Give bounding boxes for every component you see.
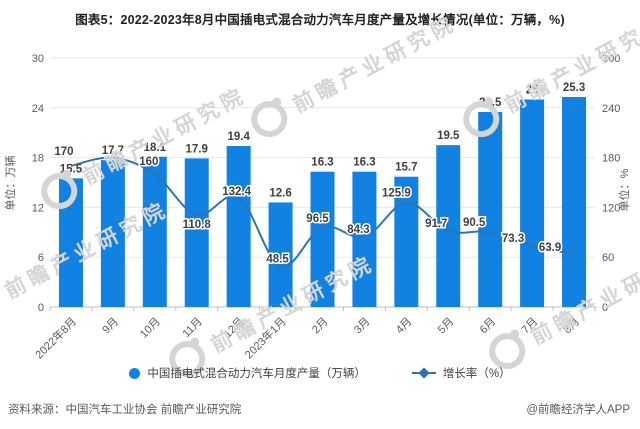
svg-text:4月: 4月	[394, 316, 415, 337]
svg-text:48.5: 48.5	[266, 254, 289, 266]
svg-text:12月: 12月	[222, 316, 247, 341]
bar-9月	[100, 160, 125, 307]
svg-text:9月: 9月	[100, 316, 121, 337]
line-diamond-icon	[411, 367, 436, 379]
svg-text:5月: 5月	[436, 316, 457, 337]
legend: 中国插电式混合动力汽车月度产量（万辆） 增长率（%）	[0, 365, 640, 381]
bar-7月	[520, 99, 545, 307]
bar-10月	[142, 156, 167, 307]
svg-text:132.4: 132.4	[222, 186, 251, 198]
svg-text:0: 0	[38, 302, 44, 314]
svg-text:125.9: 125.9	[382, 188, 411, 200]
svg-text:160: 160	[139, 156, 158, 168]
svg-text:6: 6	[38, 252, 44, 264]
svg-text:73.3: 73.3	[502, 233, 524, 245]
svg-text:170: 170	[54, 146, 73, 158]
svg-text:180: 180	[602, 153, 620, 165]
bar-6月	[478, 111, 503, 307]
svg-text:300: 300	[602, 53, 620, 65]
svg-text:23.5: 23.5	[479, 97, 502, 109]
line-labels: 170 160 110.8 132.4 48.5 96.5 84.3 125.9 91.7 90.…	[53, 144, 563, 267]
footer: 资料来源：中国汽车工业协会 前瞻产业研究院 @前瞻经济学人APP	[8, 401, 630, 417]
svg-text:2月: 2月	[310, 316, 331, 337]
page-title: 图表5：2022-2023年8月中国插电式混合动力汽车月度产量及增长情况(单位：…	[75, 13, 565, 27]
svg-text:8月: 8月	[562, 316, 583, 337]
legend-production-label: 中国插电式混合动力汽车月度产量（万辆）	[147, 368, 366, 380]
bar-2月	[310, 171, 335, 307]
svg-text:15.7: 15.7	[395, 162, 417, 174]
footer-credit: @前瞻经济学人APP	[526, 404, 630, 416]
bar-4月	[394, 176, 419, 307]
bar-series-dot-icon	[129, 367, 141, 379]
svg-text:2022年8月: 2022年8月	[32, 314, 79, 361]
svg-text:96.5: 96.5	[306, 213, 329, 225]
svg-text:16.3: 16.3	[353, 157, 375, 169]
svg-text:7月: 7月	[520, 316, 541, 337]
production-bars	[58, 97, 587, 307]
svg-text:110.8: 110.8	[183, 219, 212, 231]
svg-text:19.4: 19.4	[227, 131, 250, 143]
svg-text:63.9: 63.9	[539, 242, 561, 254]
svg-text:84.3: 84.3	[347, 224, 369, 236]
bar-11月	[184, 158, 209, 307]
svg-text:16.3: 16.3	[311, 157, 333, 169]
svg-text:6月: 6月	[478, 316, 499, 337]
bar-8月	[562, 97, 587, 307]
svg-text:18: 18	[32, 153, 44, 165]
svg-text:120: 120	[602, 202, 620, 214]
svg-text:24: 24	[32, 103, 44, 115]
bar-12月	[226, 145, 251, 307]
svg-text:18.1: 18.1	[144, 142, 167, 154]
svg-text:30: 30	[32, 53, 44, 65]
svg-text:25: 25	[526, 85, 539, 97]
bar-3月	[352, 171, 377, 307]
svg-text:60: 60	[602, 252, 614, 264]
footer-source: 资料来源：中国汽车工业协会 前瞻产业研究院	[8, 404, 242, 416]
legend-item-production: 中国插电式混合动力汽车月度产量（万辆）	[129, 365, 366, 381]
bar-2022年8月	[58, 178, 83, 307]
right-axis-title: 单位：%	[617, 168, 631, 211]
growth-line	[70, 156, 575, 268]
svg-text:10月: 10月	[138, 316, 163, 341]
svg-text:0: 0	[602, 302, 608, 314]
svg-text:11月: 11月	[181, 316, 205, 340]
svg-text:90.5: 90.5	[463, 217, 486, 229]
svg-text:17.9: 17.9	[186, 143, 208, 155]
svg-text:240: 240	[602, 103, 620, 115]
x-axis	[49, 306, 597, 311]
svg-text:12: 12	[32, 202, 44, 214]
svg-text:25.3: 25.3	[563, 82, 585, 94]
gridlines: 0 0 6 60 12 120 18 180 24 240 30 300	[32, 53, 621, 314]
bar-2023年1月	[268, 202, 293, 307]
left-axis-title: 单位：万辆	[3, 156, 17, 211]
legend-item-growth: 增长率（%）	[411, 365, 511, 381]
svg-text:2023年1月: 2023年1月	[242, 314, 289, 361]
svg-text:19.5: 19.5	[437, 130, 460, 142]
svg-text:15.5: 15.5	[60, 163, 83, 175]
svg-text:17.7: 17.7	[102, 145, 124, 157]
legend-growth-label: 增长率（%）	[442, 368, 511, 380]
svg-text:3月: 3月	[352, 316, 373, 337]
svg-text:91.7: 91.7	[425, 218, 447, 230]
svg-text:12.6: 12.6	[269, 187, 291, 199]
